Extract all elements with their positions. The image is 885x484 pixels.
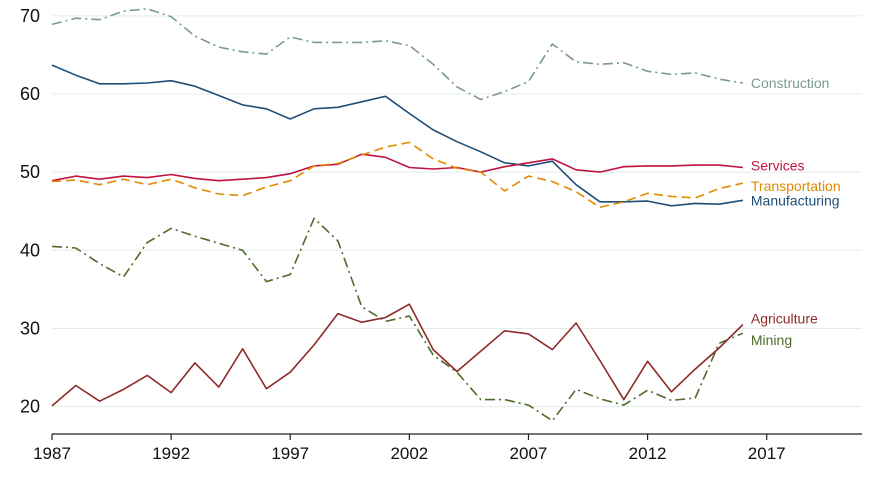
series-line-manufacturing xyxy=(51,64,744,207)
series-line-construction xyxy=(51,8,744,101)
x-tick-label: 1987 xyxy=(33,444,71,463)
x-tick-label: 1997 xyxy=(271,444,309,463)
x-tick-label: 2002 xyxy=(390,444,428,463)
series-line-services xyxy=(51,153,743,182)
series-line-mining xyxy=(51,217,744,422)
series-label-construction: Construction xyxy=(751,75,830,91)
x-tick-label: 2012 xyxy=(629,444,667,463)
x-tick-label: 2007 xyxy=(510,444,548,463)
gridlines xyxy=(52,15,862,408)
y-tick-label: 30 xyxy=(20,318,40,338)
series-line-transportation xyxy=(51,141,744,209)
x-tick-label: 2017 xyxy=(748,444,786,463)
y-tick-label: 50 xyxy=(20,162,40,182)
series-labels: Construction Manufacturing Services Transpo… xyxy=(751,75,841,348)
series-label-transportation: Transportation xyxy=(751,178,841,194)
series-lines xyxy=(51,8,744,422)
y-tick-label: 70 xyxy=(20,6,40,26)
series-label-manufacturing: Manufacturing xyxy=(751,192,840,208)
x-tick-label: 1992 xyxy=(152,444,190,463)
axes: 20 30 40 50 60 70 1987 1992 1997 2002 2007 2012 2017 xyxy=(20,6,862,463)
series-label-services: Services xyxy=(751,157,805,173)
series-line-agriculture xyxy=(51,303,744,407)
y-tick-label: 40 xyxy=(20,240,40,260)
y-tick-label: 20 xyxy=(20,397,40,417)
series-label-agriculture: Agriculture xyxy=(751,311,818,327)
series-label-mining: Mining xyxy=(751,332,792,348)
y-tick-label: 60 xyxy=(20,84,40,104)
